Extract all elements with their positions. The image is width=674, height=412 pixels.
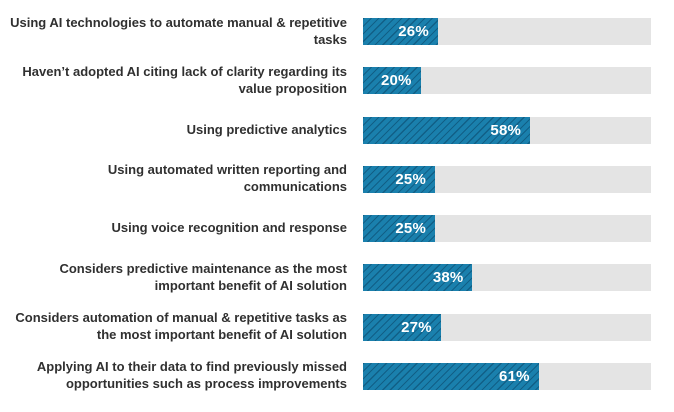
chart-row: Applying AI to their data to find previo… [8,352,674,401]
category-label: Applying AI to their data to find previo… [36,359,347,392]
chart-row: Using automated written reporting and co… [8,155,674,204]
bar-track: 26% [363,18,651,46]
bar: 25% [363,165,435,193]
bar-track: 58% [363,116,651,144]
category-label: Considers automation of manual & repetit… [15,310,347,343]
chart-row: Haven’t adopted AI citing lack of clarit… [8,56,674,105]
bar-track: 25% [363,165,651,193]
value-label: 38% [432,269,464,287]
chart-row: Using predictive analytics 58% [8,106,674,155]
value-label: 61% [499,367,530,385]
bar-track: 27% [363,313,651,341]
bar-track: 25% [363,215,651,243]
category-label: Haven’t adopted AI citing lack of clarit… [22,63,347,96]
bar: 26% [363,18,438,46]
value-label: 58% [490,121,522,139]
bar: 25% [363,215,435,243]
category-label: Using voice recognition and response [111,220,348,236]
category-label: Considers predictive maintenance as the … [59,260,347,293]
category-label: Using automated written reporting and co… [107,162,347,195]
category-label: Using AI technologies to automate manual… [10,14,347,47]
chart-row: Using voice recognition and response 25% [8,204,674,253]
value-label: 20% [380,72,412,90]
chart-row: Considers automation of manual & repetit… [8,303,674,352]
value-label: 27% [401,318,432,336]
value-label: 25% [395,170,426,188]
bar-track: 38% [363,264,651,292]
chart-row: Considers predictive maintenance as the … [8,253,674,302]
bar: 61% [363,362,539,390]
bar-track: 20% [363,67,651,95]
bar-track: 61% [363,362,651,390]
bar: 20% [363,67,421,95]
bar: 27% [363,313,441,341]
value-label: 25% [395,220,426,238]
bar: 58% [363,116,531,144]
bar: 38% [363,264,473,292]
category-label: Using predictive analytics [186,121,347,137]
chart-row: Using AI technologies to automate manual… [8,7,674,56]
value-label: 26% [398,23,429,41]
